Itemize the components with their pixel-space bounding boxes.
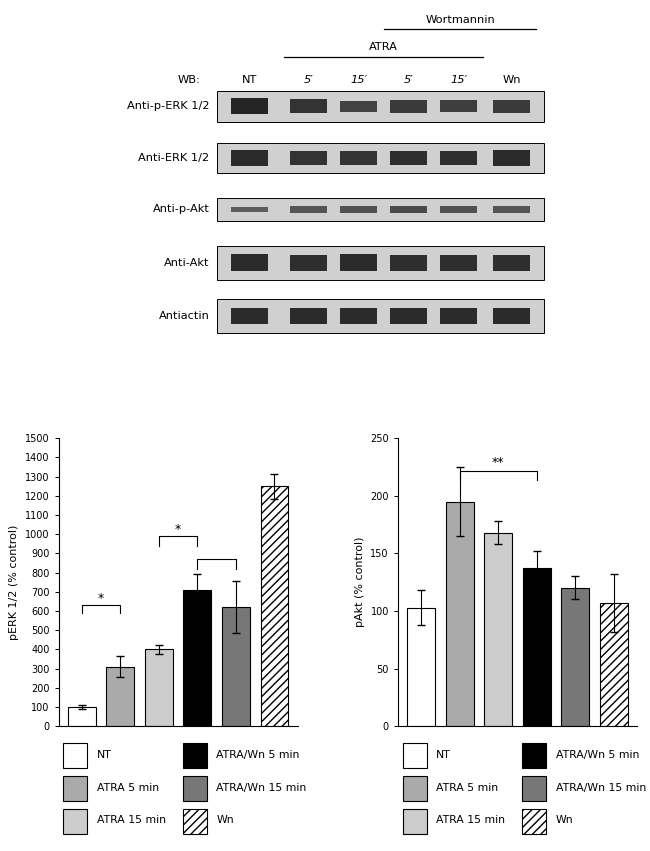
Text: NT: NT bbox=[436, 750, 451, 760]
Bar bbox=[493, 206, 530, 213]
Text: Wn: Wn bbox=[556, 815, 573, 825]
Bar bbox=[446, 501, 473, 726]
Bar bbox=[440, 151, 477, 165]
Y-axis label: pERK 1/2 (% control): pERK 1/2 (% control) bbox=[9, 524, 20, 640]
Bar bbox=[522, 808, 546, 834]
Bar bbox=[440, 206, 477, 213]
Text: *: * bbox=[98, 591, 104, 604]
Bar bbox=[231, 307, 268, 324]
Bar bbox=[68, 707, 96, 726]
Text: WB:: WB: bbox=[177, 75, 200, 84]
Text: ATRA 15 min: ATRA 15 min bbox=[436, 815, 505, 825]
Text: ATRA 5 min: ATRA 5 min bbox=[436, 783, 499, 792]
Bar bbox=[183, 744, 207, 768]
Bar bbox=[340, 151, 378, 165]
Bar bbox=[403, 744, 426, 768]
Text: 5′: 5′ bbox=[304, 75, 314, 84]
Text: 5′: 5′ bbox=[404, 75, 413, 84]
Text: Wortmannin: Wortmannin bbox=[425, 15, 495, 25]
Bar bbox=[63, 744, 87, 768]
Bar bbox=[340, 206, 378, 213]
Bar bbox=[217, 198, 544, 220]
Bar bbox=[231, 151, 268, 166]
Text: Anti-p-ERK 1/2: Anti-p-ERK 1/2 bbox=[127, 101, 209, 111]
Bar bbox=[484, 533, 512, 726]
Bar bbox=[290, 100, 328, 113]
Text: 15′: 15′ bbox=[350, 75, 367, 84]
Bar bbox=[290, 307, 328, 324]
Bar bbox=[390, 254, 427, 271]
Bar bbox=[183, 808, 207, 834]
Text: ATRA: ATRA bbox=[369, 43, 398, 53]
Text: Anti-Akt: Anti-Akt bbox=[164, 258, 209, 268]
Bar bbox=[523, 568, 551, 726]
Bar bbox=[261, 486, 289, 726]
Text: NT: NT bbox=[242, 75, 257, 84]
Text: 15′: 15′ bbox=[450, 75, 467, 84]
Text: ATRA/Wn 5 min: ATRA/Wn 5 min bbox=[556, 750, 639, 760]
Bar bbox=[63, 776, 87, 801]
Bar bbox=[183, 776, 207, 801]
Bar bbox=[390, 206, 427, 214]
Bar bbox=[522, 776, 546, 801]
Bar bbox=[290, 151, 328, 165]
Text: ATRA 15 min: ATRA 15 min bbox=[97, 815, 166, 825]
Bar bbox=[390, 151, 427, 165]
Bar bbox=[217, 91, 544, 122]
Bar bbox=[493, 254, 530, 271]
Bar bbox=[290, 254, 328, 271]
Text: Anti-ERK 1/2: Anti-ERK 1/2 bbox=[138, 153, 209, 163]
Text: ATRA/Wn 5 min: ATRA/Wn 5 min bbox=[216, 750, 300, 760]
Bar bbox=[440, 100, 477, 112]
Bar bbox=[290, 206, 328, 213]
Bar bbox=[403, 776, 426, 801]
Y-axis label: pAkt (% control): pAkt (% control) bbox=[355, 537, 365, 627]
Bar bbox=[183, 590, 211, 726]
Bar bbox=[217, 143, 544, 173]
Text: Antiactin: Antiactin bbox=[159, 311, 209, 321]
Bar bbox=[522, 744, 546, 768]
Bar bbox=[407, 608, 435, 726]
Bar bbox=[403, 808, 426, 834]
Text: **: ** bbox=[492, 456, 504, 469]
Bar bbox=[340, 307, 378, 324]
Bar bbox=[390, 307, 427, 324]
Text: Wn: Wn bbox=[502, 75, 521, 84]
Bar bbox=[217, 299, 544, 333]
Bar bbox=[217, 246, 544, 280]
Text: Anti-p-Akt: Anti-p-Akt bbox=[153, 204, 209, 214]
Bar bbox=[493, 151, 530, 166]
Text: *: * bbox=[175, 523, 181, 535]
Bar bbox=[493, 307, 530, 324]
Bar bbox=[145, 649, 173, 726]
Bar bbox=[440, 307, 477, 324]
Bar bbox=[231, 254, 268, 271]
Bar bbox=[231, 99, 268, 114]
Bar bbox=[340, 100, 378, 112]
Bar bbox=[107, 666, 134, 726]
Bar bbox=[562, 588, 589, 726]
Bar bbox=[493, 100, 530, 113]
Bar bbox=[440, 254, 477, 271]
Bar bbox=[63, 808, 87, 834]
Bar bbox=[231, 207, 268, 212]
Text: ATRA 5 min: ATRA 5 min bbox=[97, 783, 159, 792]
Text: NT: NT bbox=[97, 750, 112, 760]
Bar bbox=[222, 607, 250, 726]
Bar bbox=[600, 603, 628, 726]
Text: ATRA/Wn 15 min: ATRA/Wn 15 min bbox=[216, 783, 307, 792]
Text: ATRA/Wn 15 min: ATRA/Wn 15 min bbox=[556, 783, 646, 792]
Bar bbox=[390, 100, 427, 113]
Text: Wn: Wn bbox=[216, 815, 234, 825]
Bar bbox=[340, 254, 378, 271]
